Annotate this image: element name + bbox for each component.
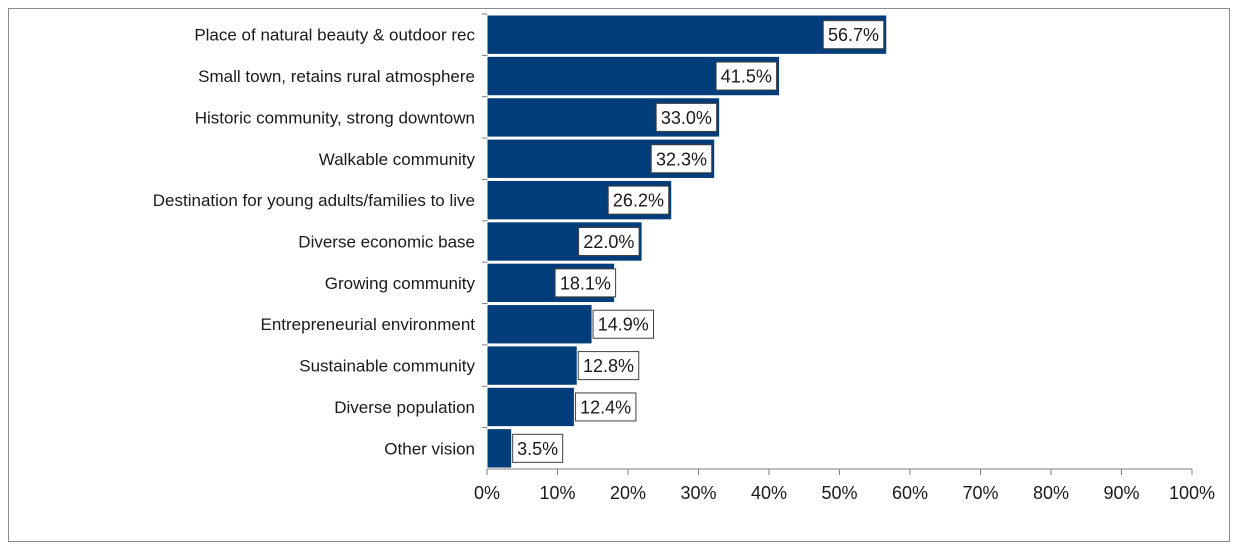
data-label-box [578, 227, 640, 256]
bar-chart: 0% 10% 20% 30% 40% 50% 60% 70% 80% 90% 100% Place o… [153, 13, 1215, 503]
data-label-box [592, 309, 655, 339]
data-label-box [574, 392, 637, 422]
category-label: Small town, retains rural atmosphere [198, 67, 475, 86]
x-tick-label: 30% [680, 483, 716, 503]
bar [486, 304, 593, 345]
data-label-box [655, 102, 718, 132]
x-tick-label: 40% [751, 483, 787, 503]
category-label: Walkable community [319, 150, 476, 169]
data-label-box [512, 433, 564, 463]
x-tick-label: 80% [1033, 483, 1069, 503]
data-label: 12.4% [580, 397, 631, 417]
data-label: 12.8% [583, 356, 634, 376]
category-label: Destination for young adults/families to… [153, 191, 475, 210]
data-label: 26.2% [613, 191, 664, 211]
data-label: 56.7% [828, 25, 879, 45]
data-label: 22.0% [583, 232, 634, 252]
bar [486, 14, 888, 55]
category-label: Growing community [325, 274, 476, 293]
data-label: 14.9% [598, 315, 649, 335]
category-label: Place of natural beauty & outdoor rec [194, 26, 475, 45]
x-tick-label: 10% [539, 483, 575, 503]
bar [486, 345, 578, 386]
data-label-box [650, 144, 713, 174]
data-label-box [554, 268, 617, 298]
data-label-box [715, 61, 778, 91]
category-label: Diverse economic base [298, 233, 475, 252]
x-tick-label: 70% [962, 483, 998, 503]
data-label: 18.1% [560, 273, 611, 293]
data-label-box [607, 185, 670, 215]
x-tick-label: 0% [474, 483, 500, 503]
data-label-box [822, 20, 885, 50]
x-tick-label: 60% [892, 483, 928, 503]
category-label: Diverse population [334, 398, 475, 417]
bar [486, 428, 513, 469]
category-label: Other vision [384, 439, 475, 458]
bar [486, 386, 575, 428]
x-tick-label: 90% [1103, 483, 1139, 503]
data-label-box [577, 351, 640, 381]
data-label: 41.5% [721, 67, 772, 87]
data-label: 33.0% [661, 108, 712, 128]
x-tick-label: 20% [610, 483, 646, 503]
x-tick-label: 50% [821, 483, 857, 503]
x-tick-label: 100% [1169, 483, 1215, 503]
data-label: 3.5% [517, 439, 558, 459]
category-label: Historic community, strong downtown [195, 108, 475, 127]
category-label: Sustainable community [299, 357, 475, 376]
category-label: Entrepreneurial environment [260, 315, 475, 334]
chart-frame: 0% 10% 20% 30% 40% 50% 60% 70% 80% 90% 100% Place o… [8, 8, 1230, 542]
data-label: 32.3% [656, 149, 707, 169]
